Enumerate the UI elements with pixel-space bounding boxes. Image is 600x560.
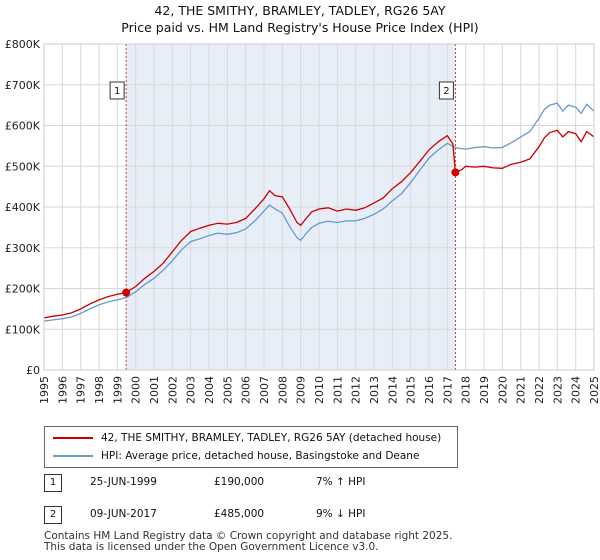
x-tick-label: 2010 — [313, 376, 326, 404]
x-tick-label: 2025 — [588, 376, 600, 404]
sale-badge: 1 — [44, 474, 62, 492]
x-tick-label: 1997 — [75, 376, 88, 404]
x-tick-label: 2024 — [570, 376, 583, 404]
x-tick-label: 2017 — [441, 376, 454, 404]
sale-marker-box — [438, 81, 454, 100]
sale-marker: 2 — [438, 81, 454, 100]
sale-marker-label: 1 — [114, 86, 120, 97]
x-tick-label: 2012 — [350, 376, 363, 404]
y-tick-label: £300K — [5, 242, 41, 255]
legend-label-property: 42, THE SMITHY, BRAMLEY, TADLEY, RG26 5A… — [101, 432, 442, 444]
x-tick-label: 1999 — [111, 376, 124, 404]
y-tick-label: £800K — [5, 38, 41, 51]
x-tick-label: 2011 — [331, 376, 344, 404]
hpi-series-line — [43, 102, 595, 322]
y-tick-label: £400K — [5, 201, 41, 214]
sale-hpi-change: 7% ↑ HPI — [316, 476, 366, 488]
sale-marker-box — [109, 81, 125, 100]
price-chart: £0 £100K £200K £300K £400K £500K £600K £700K £80… — [5, 38, 600, 404]
x-tick-label: 2002 — [166, 376, 179, 404]
sale-marker: 1 — [109, 81, 125, 100]
sale-point — [122, 288, 131, 297]
sale-date: 09-JUN-2017 — [90, 508, 157, 520]
x-axis-labels: 1995 1996 1997 1998 1999 2000 2001 2002 2003 2004… — [38, 376, 600, 404]
sale-date: 25-JUN-1999 — [90, 476, 157, 488]
x-tick-label: 2021 — [515, 376, 528, 404]
x-tick-label: 2006 — [240, 376, 253, 404]
y-tick-label: £700K — [5, 79, 41, 92]
title-line-2: Price paid vs. HM Land Registry's House … — [121, 20, 479, 35]
x-tick-label: 2016 — [423, 376, 436, 404]
legend-item-property: 42, THE SMITHY, BRAMLEY, TADLEY, RG26 5A… — [53, 430, 441, 446]
x-tick-label: 2023 — [551, 376, 564, 404]
x-tick-label: 2014 — [386, 376, 399, 404]
legend: 42, THE SMITHY, BRAMLEY, TADLEY, RG26 5A… — [44, 426, 458, 468]
y-tick-label: £0 — [26, 364, 40, 377]
footer-licence: This data is licensed under the Open Gov… — [44, 541, 379, 553]
x-tick-label: 1998 — [93, 376, 106, 404]
title-line-1: 42, THE SMITHY, BRAMLEY, TADLEY, RG26 5A… — [154, 3, 446, 18]
legend-swatch-hpi — [53, 455, 93, 457]
x-tick-label: 1996 — [56, 376, 69, 404]
y-tick-label: £500K — [5, 160, 41, 173]
sale-row: 1 25-JUN-1999 £190,000 7% ↑ HPI — [44, 474, 564, 494]
x-tick-label: 2022 — [533, 376, 546, 404]
property-series-line — [43, 129, 595, 319]
x-tick-label: 2013 — [368, 376, 381, 404]
sale-row: 2 09-JUN-2017 £485,000 9% ↓ HPI — [44, 506, 564, 526]
x-tick-label: 2009 — [295, 376, 308, 404]
x-tick-label: 2004 — [203, 376, 216, 404]
y-tick-label: £200K — [5, 283, 41, 296]
y-tick-label: £100K — [5, 323, 41, 336]
x-tick-label: 2001 — [148, 376, 161, 404]
x-tick-label: 2020 — [496, 376, 509, 404]
legend-swatch-property — [53, 437, 93, 439]
legend-label-hpi: HPI: Average price, detached house, Basi… — [101, 450, 420, 462]
sale-badge: 2 — [44, 506, 62, 524]
x-tick-label: 2008 — [276, 376, 289, 404]
sale-points — [122, 168, 460, 297]
x-tick-label: 2019 — [478, 376, 491, 404]
sale-marker-label: 2 — [443, 86, 449, 97]
y-axis-labels: £0 £100K £200K £300K £400K £500K £600K £700K £80… — [5, 38, 41, 377]
sale-point — [451, 168, 460, 177]
legend-item-hpi: HPI: Average price, detached house, Basi… — [53, 448, 419, 464]
x-tick-label: 2005 — [221, 376, 234, 404]
y-tick-label: £600K — [5, 120, 41, 133]
x-tick-label: 2015 — [405, 376, 418, 404]
x-tick-label: 1995 — [38, 376, 51, 404]
x-tick-label: 2018 — [460, 376, 473, 404]
chart-title: 42, THE SMITHY, BRAMLEY, TADLEY, RG26 5A… — [0, 2, 600, 36]
sale-price: £190,000 — [214, 476, 265, 488]
plot-border — [43, 43, 595, 371]
footer-copyright: Contains HM Land Registry data © Crown c… — [44, 530, 453, 542]
x-tick-label: 2007 — [258, 376, 271, 404]
x-tick-label: 2000 — [130, 376, 143, 404]
footer: Contains HM Land Registry data © Crown c… — [44, 531, 452, 553]
x-tick-label: 2003 — [185, 376, 198, 404]
sale-hpi-change: 9% ↓ HPI — [316, 508, 366, 520]
sale-price: £485,000 — [214, 508, 265, 520]
